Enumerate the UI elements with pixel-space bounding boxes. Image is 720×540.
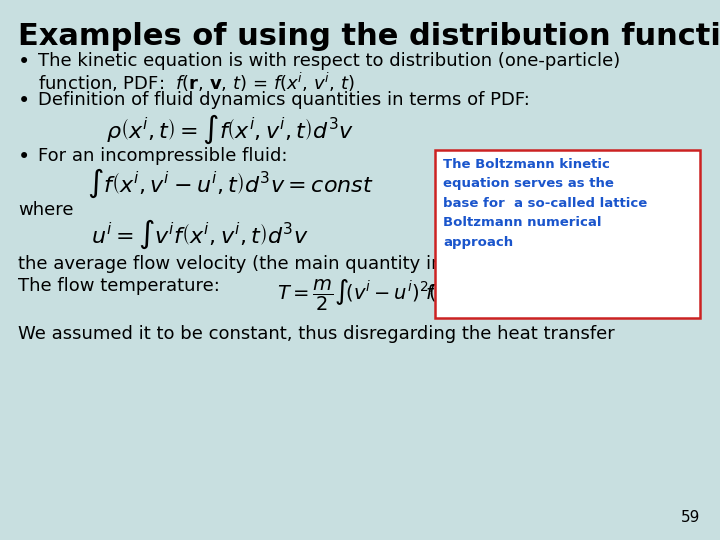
Text: $\int f\left(x^i,v^i-u^i,t\right)d^3v = \mathit{const}$: $\int f\left(x^i,v^i-u^i,t\right)d^3v = … [86, 167, 374, 200]
Text: We assumed it to be constant, thus disregarding the heat transfer: We assumed it to be constant, thus disre… [18, 325, 615, 343]
Text: $\rho\left(x^i,t\right)=\int f\left(x^i,v^i,t\right)d^3v$: $\rho\left(x^i,t\right)=\int f\left(x^i,… [106, 113, 354, 146]
Text: where: where [18, 201, 73, 219]
Text: •: • [18, 52, 30, 72]
Text: $u^i = \int v^i f\left(x^i,v^i,t\right)d^3v$: $u^i = \int v^i f\left(x^i,v^i,t\right)d… [91, 218, 309, 251]
Text: •: • [18, 147, 30, 167]
Text: The flow temperature:: The flow temperature: [18, 277, 220, 295]
Text: For an incompressible fluid:: For an incompressible fluid: [38, 147, 287, 165]
Text: 59: 59 [680, 510, 700, 525]
Text: function, PDF:  $\mathit{f}$($\mathbf{r}$, $\mathbf{v}$, $t$) = $\mathit{f}$($x^: function, PDF: $\mathit{f}$($\mathbf{r}$… [38, 71, 355, 94]
Text: Definition of fluid dynamics quantities in terms of PDF:: Definition of fluid dynamics quantities … [38, 91, 530, 109]
Text: $T=\dfrac{m}{2}\int\!\left(v^i-u^i\right)^2\! f\!\left(x^i,v^i-u^i,t\right)d^3v$: $T=\dfrac{m}{2}\int\!\left(v^i-u^i\right… [276, 277, 583, 313]
Text: •: • [18, 91, 30, 111]
Text: The kinetic equation is with respect to distribution (one-particle): The kinetic equation is with respect to … [38, 52, 620, 70]
FancyBboxPatch shape [435, 150, 700, 318]
Text: the average flow velocity (the main quantity in the fluid dynamics): the average flow velocity (the main quan… [18, 255, 622, 273]
Text: Examples of using the distribution function: Examples of using the distribution funct… [18, 22, 720, 51]
Text: The Boltzmann kinetic
equation serves as the
base for  a so-called lattice
Boltz: The Boltzmann kinetic equation serves as… [443, 158, 647, 249]
